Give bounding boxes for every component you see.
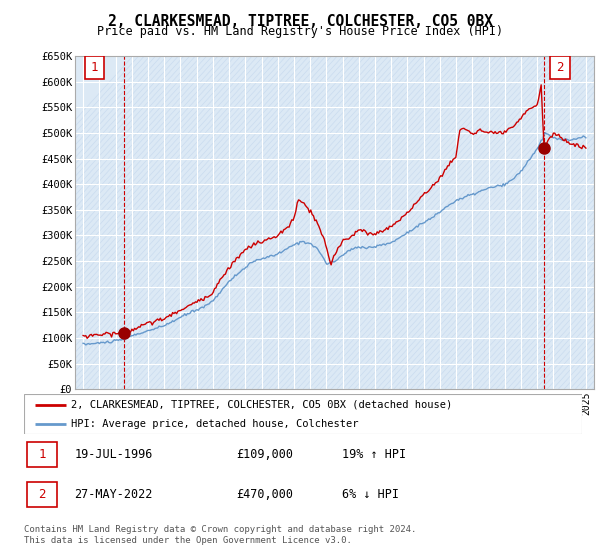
Text: 2, CLARKESMEAD, TIPTREE, COLCHESTER, CO5 0BX (detached house): 2, CLARKESMEAD, TIPTREE, COLCHESTER, CO5… xyxy=(71,400,452,410)
FancyBboxPatch shape xyxy=(27,442,58,467)
Text: 1: 1 xyxy=(38,448,46,461)
Text: 19% ↑ HPI: 19% ↑ HPI xyxy=(342,448,406,461)
Text: 6% ↓ HPI: 6% ↓ HPI xyxy=(342,488,399,501)
Text: £109,000: £109,000 xyxy=(236,448,293,461)
FancyBboxPatch shape xyxy=(85,56,104,79)
Text: 2: 2 xyxy=(38,488,46,501)
FancyBboxPatch shape xyxy=(27,482,58,507)
Text: 19-JUL-1996: 19-JUL-1996 xyxy=(74,448,152,461)
Text: Price paid vs. HM Land Registry's House Price Index (HPI): Price paid vs. HM Land Registry's House … xyxy=(97,25,503,38)
Text: 27-MAY-2022: 27-MAY-2022 xyxy=(74,488,152,501)
Text: 1: 1 xyxy=(91,61,98,74)
Text: Contains HM Land Registry data © Crown copyright and database right 2024.
This d: Contains HM Land Registry data © Crown c… xyxy=(24,525,416,545)
FancyBboxPatch shape xyxy=(550,56,569,79)
Text: HPI: Average price, detached house, Colchester: HPI: Average price, detached house, Colc… xyxy=(71,418,359,428)
FancyBboxPatch shape xyxy=(24,394,582,434)
Text: 2: 2 xyxy=(556,61,563,74)
Text: £470,000: £470,000 xyxy=(236,488,293,501)
Text: 2, CLARKESMEAD, TIPTREE, COLCHESTER, CO5 0BX: 2, CLARKESMEAD, TIPTREE, COLCHESTER, CO5… xyxy=(107,14,493,29)
